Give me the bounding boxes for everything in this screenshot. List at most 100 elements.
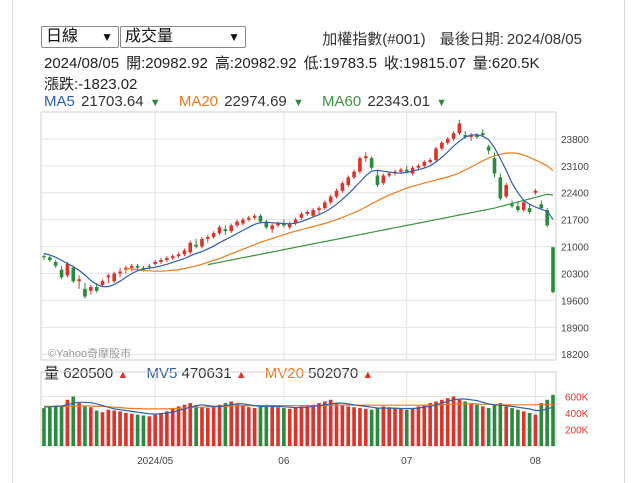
volume-bar [112,410,117,446]
candle-body [282,223,286,226]
volume-bar [153,414,157,446]
down-triangle-icon: ▼ [292,97,304,109]
volume-bar [141,415,146,446]
high-value: 20982.92 [234,55,297,72]
volume-bar [410,408,415,446]
price-tick-label: 22400 [561,189,589,200]
candle-body [399,169,403,172]
volume-bar [188,403,193,446]
open-value: 20982.92 [145,55,208,72]
candle-body [100,281,105,286]
vol-tick-label: 600K [565,393,589,404]
volume-bar [363,408,368,446]
volume-bar [404,409,409,446]
volume-bar [77,403,81,446]
candle-body [521,202,526,211]
volume-bar [346,406,351,446]
volume-bar [165,411,169,446]
candle-body [241,219,245,224]
candle-body [77,279,81,282]
price-tick-label: 21700 [561,216,589,227]
volume-bar [328,399,333,446]
price-panel [40,111,557,361]
mv5-label: MV5 [146,365,178,382]
volume-bar [369,409,374,446]
volume-bar [59,406,64,446]
candle-body [375,175,380,186]
volume-bar [270,405,274,446]
volume-bar [480,406,485,446]
candle-body [153,261,157,264]
candle-body [276,223,280,226]
volume-bar [492,404,497,446]
candle-body [358,158,362,172]
close-value: 19815.07 [403,55,466,72]
candle-body [71,267,76,282]
candle-body [545,210,549,226]
candle-body [194,244,198,247]
candle-body [457,123,462,134]
volume-bar [48,407,52,446]
x-tick-label: 08 [530,456,542,467]
volume-label: 量: [472,55,492,72]
price-tick-label: 18900 [561,323,589,334]
volume-bar [323,401,327,446]
candle-body [323,202,327,209]
candle-body [246,217,251,220]
x-tick-label: 2024/05 [137,456,174,467]
period-select-value: 日線 [46,28,79,45]
mv20-value: 502070 [308,365,359,382]
volume-bar [217,404,222,446]
volume-bar [118,411,122,446]
volume-bar [533,414,538,446]
indicator-select-value: 成交量 [125,28,174,45]
volume-bar [252,408,257,446]
volume-bar [159,413,163,446]
volume-bar [516,409,520,446]
volume-bar [293,407,298,446]
candle-body [498,177,503,199]
candle-body [229,225,234,232]
candle-body [252,215,257,218]
candle-body [328,196,333,203]
candle-body [451,133,456,139]
volume-bar [317,403,321,446]
up-triangle-icon: ▲ [117,369,129,381]
candle-body [492,158,497,174]
volume-bar [381,406,386,446]
volume-bar [94,410,99,446]
close-label: 收: [383,55,404,72]
volume-bar [440,399,444,446]
price-tick-label: 21000 [561,243,589,254]
candle-body [258,215,263,222]
quote-row: 2024/08/05 開:20982.92 高:20982.92 低:19783.5 收… [44,52,546,73]
volume-bar [445,398,450,446]
candle-body [65,263,70,276]
down-triangle-icon: ▼ [149,97,161,109]
candle-body [527,208,532,212]
vol-value: 620500 [63,365,114,382]
price-tick-label: 20300 [561,269,589,280]
candle-body [188,242,193,253]
chevron-down-icon: ▼ [101,30,113,44]
chevron-down-icon: ▼ [228,30,240,44]
volume-bar [100,412,105,446]
volume-bar [124,413,128,446]
volume-bar [194,405,198,446]
ma5-line [43,134,554,288]
volume-bar [176,406,181,446]
candle-body [206,236,210,239]
volume-panel [40,371,557,447]
candle-body [299,213,304,218]
volume-bar [545,399,549,446]
x-tick-label: 07 [401,456,413,467]
candle-body [469,135,473,137]
candle-body [346,177,351,186]
period-select[interactable]: 日線 ▼ [41,26,119,48]
ma-legend: MA5 21703.64 ▼ MA20 22974.69 ▼ MA60 2234… [44,93,449,110]
indicator-select[interactable]: 成交量 ▼ [120,26,246,48]
volume-bar [83,405,87,446]
volume-bar [147,416,152,446]
candle-body [340,183,345,191]
candle-body [94,286,99,291]
